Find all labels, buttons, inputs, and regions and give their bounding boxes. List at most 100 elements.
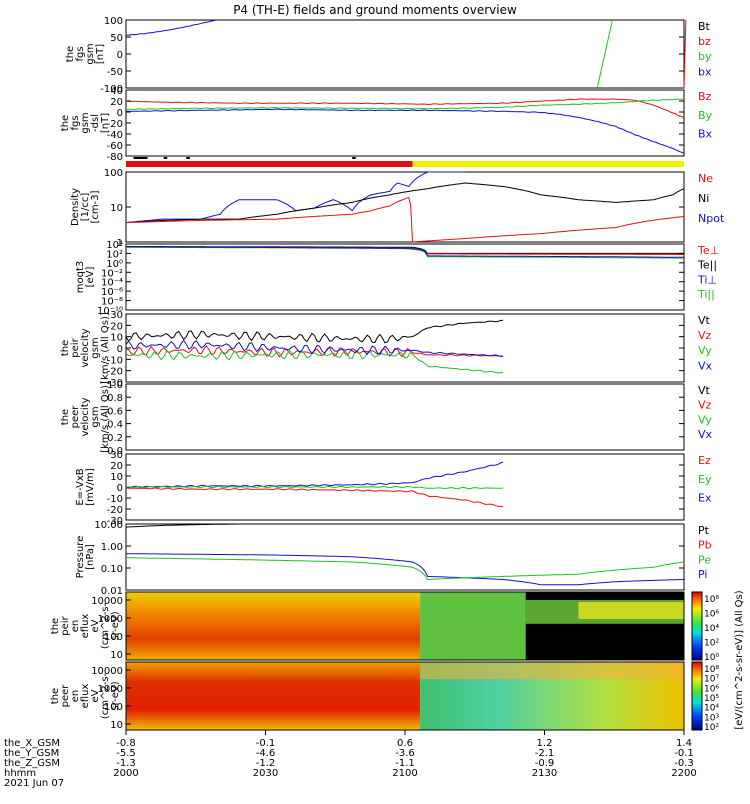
legend-Ni: Ni bbox=[698, 192, 709, 205]
chart-title: P4 (TH-E) fields and ground moments over… bbox=[233, 3, 517, 17]
y-axis-label-line: peer bbox=[60, 684, 71, 708]
series-line-Bz bbox=[125, 98, 685, 119]
x-row-value: 2100 bbox=[392, 768, 417, 779]
y-tick-label: 50 bbox=[110, 33, 123, 44]
y-axis-label: Pressure [nPa] bbox=[75, 536, 96, 579]
x-row-value: -5.5 bbox=[116, 748, 136, 759]
panel-fgs: 100 50 0 -50 -100 the fgs gsm [nT] Bt bz by bx bbox=[65, 16, 712, 95]
y-axis-label: the peir en eflux eV (cm^2-s-sr-eV) bbox=[50, 602, 121, 649]
y-tick-label: 40 bbox=[110, 86, 123, 97]
y-tick-label: 10⁻² bbox=[101, 268, 123, 279]
series-line-Vy bbox=[125, 349, 504, 374]
y-axis-label: the peer velocity gsm [km/s (All Qs)] bbox=[60, 381, 111, 453]
panel-frame bbox=[125, 523, 685, 591]
y-tick-label: 10² bbox=[106, 249, 123, 260]
y-axis-label-line: gsm bbox=[80, 112, 91, 133]
x-row-value: 2200 bbox=[671, 768, 696, 779]
y-tick-label: 0 bbox=[117, 483, 123, 494]
legend-Ti⊥: Ti⊥ bbox=[697, 273, 717, 286]
legend-Bz: Bz bbox=[698, 90, 712, 103]
y-axis-label-line: gsm bbox=[85, 43, 96, 64]
y-axis-label-line: [nT] bbox=[95, 44, 106, 64]
legend-Vy: Vy bbox=[698, 413, 712, 426]
y-tick-label: 100 bbox=[104, 702, 123, 713]
y-axis-label: E=-VxB [mV/m] bbox=[75, 468, 96, 506]
y-tick-label: 1.0 bbox=[107, 380, 123, 391]
y-tick-label: 10⁰ bbox=[106, 259, 123, 270]
status-mark bbox=[133, 157, 148, 159]
x-row-value: -0.1 bbox=[256, 738, 276, 749]
spectrogram-band bbox=[578, 602, 684, 619]
colorbar-tick: 10⁴ bbox=[704, 624, 719, 634]
x-row-value: -0.9 bbox=[535, 758, 555, 769]
y-axis-label-line: sr-eV) bbox=[110, 611, 121, 640]
y-axis-label-line: peer bbox=[70, 405, 81, 429]
legend-Vt: Vt bbox=[698, 384, 711, 397]
y-axis-label-line: the bbox=[50, 618, 61, 634]
series-line-by bbox=[596, 19, 613, 89]
x-row-value: 2030 bbox=[253, 768, 278, 779]
colorbar-tick: 10² bbox=[704, 639, 719, 649]
y-axis-label-line: en bbox=[70, 690, 81, 703]
colorbar-tick: 10⁸ bbox=[704, 595, 719, 605]
x-row-value: 1.2 bbox=[537, 738, 553, 749]
panel-frame bbox=[125, 19, 685, 89]
y-tick-label: 20 bbox=[110, 461, 123, 472]
x-row-value: -1.3 bbox=[116, 758, 136, 769]
legend-Te⊥: Te⊥ bbox=[697, 244, 719, 257]
legend-Pt: Pt bbox=[698, 524, 710, 537]
y-tick-label: 0.8 bbox=[107, 393, 123, 404]
y-axis-label-line: [eV] bbox=[85, 267, 96, 288]
series-line-Ey bbox=[126, 485, 504, 490]
x-row-value: 0.6 bbox=[397, 738, 413, 749]
y-tick-label: 0.0 bbox=[107, 446, 123, 457]
x-row-value: 2130 bbox=[532, 768, 557, 779]
y-axis-label: moqt3 [eV] bbox=[75, 261, 96, 294]
colorbar-tick: 10⁶ bbox=[704, 684, 719, 694]
y-axis-label-line: eflux bbox=[80, 684, 91, 709]
y-axis-label-line: -dsl bbox=[90, 114, 101, 132]
y-tick-label: 1000 bbox=[98, 684, 123, 695]
y-tick-label: -20 bbox=[107, 367, 123, 378]
y-tick-label: 10.00 bbox=[94, 520, 123, 531]
legend-Pi: Pi bbox=[698, 568, 707, 581]
y-tick-label: 10⁻⁶ bbox=[101, 287, 123, 298]
y-axis-label: the peer en eflux eV (cm^2-s-sr-eV) bbox=[50, 672, 121, 719]
colorbar-1: 10⁸ 10⁶ 10⁴ 10² 10⁰ bbox=[691, 591, 719, 663]
colorbar-tick: 10⁵ bbox=[704, 694, 719, 704]
y-tick-label: 0.4 bbox=[107, 420, 123, 431]
series-line-Pi bbox=[126, 553, 685, 586]
panel-frame bbox=[125, 591, 685, 661]
y-tick-label: 0 bbox=[117, 344, 123, 355]
colorbar-label: [eV/(cm^2-s-sr-eV)] (All Qs) bbox=[734, 590, 745, 729]
y-tick-label: -10 bbox=[107, 355, 123, 366]
y-axis-label-line: fgs bbox=[75, 46, 86, 61]
y-tick-label: -50 bbox=[107, 67, 123, 78]
y-axis-label-line: fgs bbox=[70, 115, 81, 130]
y-axis-label-line: [km/s (All Qs)] bbox=[100, 312, 111, 384]
panel-frame bbox=[125, 313, 685, 383]
y-axis-label-line: [nPa] bbox=[85, 544, 96, 570]
y-tick-label: 1.00 bbox=[101, 542, 123, 553]
legend-Pb: Pb bbox=[698, 539, 712, 552]
legend-Te||: Te|| bbox=[697, 259, 717, 272]
colorbar-tick: 10⁶ bbox=[704, 610, 719, 620]
y-axis-label-line: [nT] bbox=[100, 113, 111, 133]
x-row-value: -0.1 bbox=[674, 748, 694, 759]
x-row-value: 1.4 bbox=[676, 738, 692, 749]
spectrogram-hot bbox=[126, 662, 421, 730]
y-axis-label-line: Pressure bbox=[75, 536, 86, 579]
y-axis-label-line: eV bbox=[90, 689, 101, 702]
y-axis-label-line: the bbox=[65, 46, 76, 62]
legend-by: by bbox=[698, 50, 712, 63]
x-row-label: the_Z_GSM bbox=[4, 758, 60, 769]
y-tick-label: 0 bbox=[117, 108, 123, 119]
panel-frame bbox=[125, 243, 685, 311]
